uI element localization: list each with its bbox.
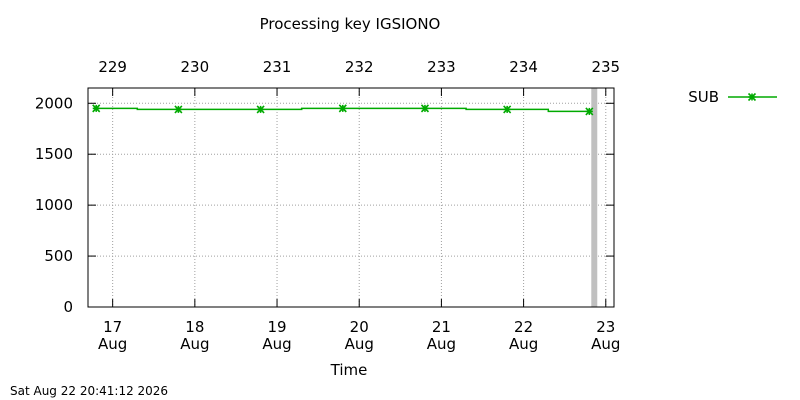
x-tick-label-month: Aug [345,335,374,353]
x-tick-label-month: Aug [509,335,538,353]
data-point-sub [174,105,183,114]
x-tick-label-day: 23 [596,318,615,336]
data-point-sub [256,105,265,114]
y-tick-label: 2000 [35,94,73,112]
series-layer [92,104,594,116]
x-tick-label-month: Aug [98,335,127,353]
data-point-sub [92,104,101,113]
x2-tick-label: 233 [427,58,456,76]
x2-tick-label: 229 [98,58,127,76]
y-tick-label: 0 [63,298,73,316]
data-point-sub [338,104,347,113]
x-tick-label-day: 22 [514,318,533,336]
x-tick-label-day: 17 [103,318,122,336]
data-point-sub [420,104,430,113]
current-time-marker [591,88,598,307]
y-tick-label: 1000 [35,196,73,214]
footer-timestamp: Sat Aug 22 20:41:12 2026 [10,384,168,398]
x2-tick-label: 232 [345,58,374,76]
y-axis: 0 500 1000 1500 2000 [35,94,614,316]
y-tick-label: 500 [44,247,73,265]
x-tick-label-day: 18 [185,318,204,336]
x-tick-label-day: 21 [432,318,451,336]
x-tick-label-month: Aug [262,335,291,353]
legend-marker-sub [747,92,757,102]
x2-tick-label: 231 [263,58,292,76]
legend-label-sub: SUB [688,88,719,106]
x-tick-label-day: 19 [267,318,286,336]
legend: SUB [688,88,777,106]
x-tick-label-month: Aug [427,335,456,353]
data-point-sub [585,107,594,116]
chart-title: Processing key IGSIONO [260,15,441,33]
y-tick-label: 1500 [35,145,73,163]
plot-frame [87,87,615,308]
x2-tick-label: 235 [591,58,620,76]
grid [88,88,614,308]
x-axis-top: 229 230 231 232 233 234 235 [98,58,620,96]
x-tick-label-month: Aug [591,335,620,353]
x2-tick-label: 230 [181,58,210,76]
x2-tick-label: 234 [509,58,538,76]
x-axis-label: Time [330,361,368,379]
data-point-sub [503,105,512,114]
legend-sample-sub [728,92,777,102]
x-tick-label-day: 20 [350,318,369,336]
current-time-layer [591,88,598,307]
x-tick-label-month: Aug [180,335,209,353]
